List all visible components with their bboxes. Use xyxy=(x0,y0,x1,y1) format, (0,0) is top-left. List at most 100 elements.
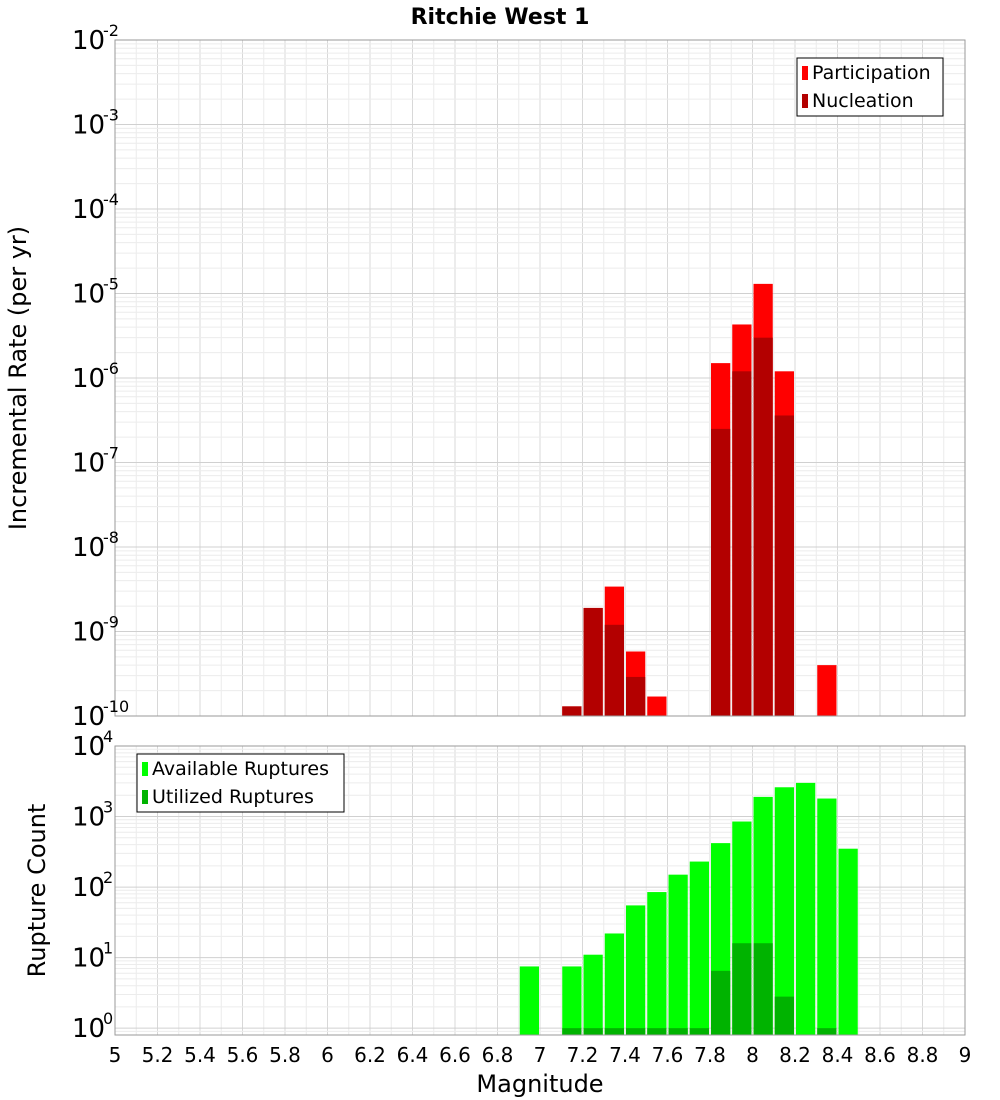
y-tick-exponent: -7 xyxy=(103,444,119,463)
y-tick-exponent: -6 xyxy=(103,359,119,378)
bar-utilized-ruptures xyxy=(647,1028,667,1035)
y-tick-base: 10 xyxy=(72,449,105,479)
y-tick-base: 10 xyxy=(72,1014,105,1044)
x-tick-label: 6 xyxy=(321,1043,334,1067)
x-tick-label: 6.8 xyxy=(482,1043,514,1067)
bar-utilized-ruptures xyxy=(753,943,773,1035)
bar-available-ruptures xyxy=(774,787,794,1035)
legend-swatch xyxy=(802,66,808,80)
bar-nucleation xyxy=(711,428,731,716)
plot-border-0 xyxy=(114,39,966,717)
bar-nucleation xyxy=(774,415,794,716)
legend-swatch xyxy=(142,762,148,776)
bar-utilized-ruptures xyxy=(711,970,731,1035)
x-tick-label: 7.2 xyxy=(567,1043,599,1067)
legend-label: Nucleation xyxy=(812,90,914,112)
y-tick-base: 10 xyxy=(72,618,105,648)
y-tick-exponent: -2 xyxy=(103,21,119,40)
x-axis-label: Magnitude xyxy=(476,1070,603,1098)
y-tick-exponent: -5 xyxy=(103,275,119,294)
bar-nucleation xyxy=(626,676,646,716)
x-tick-label: 7 xyxy=(534,1043,547,1067)
bar-available-ruptures xyxy=(604,933,624,1035)
series-1-1 xyxy=(562,943,837,1035)
bar-available-ruptures xyxy=(668,874,688,1035)
bar-nucleation xyxy=(583,607,603,716)
bar-available-ruptures xyxy=(519,966,539,1035)
legend-label: Available Ruptures xyxy=(152,758,329,780)
y-tick-exponent: 3 xyxy=(103,798,113,817)
legend-box xyxy=(136,753,345,813)
legend-label: Utilized Ruptures xyxy=(152,786,314,808)
y-tick-exponent: -3 xyxy=(103,106,119,125)
bar-utilized-ruptures xyxy=(626,1028,646,1035)
legend-label: Participation xyxy=(812,62,931,84)
bar-nucleation xyxy=(604,624,624,716)
legend-swatch xyxy=(802,94,808,108)
y-axis-label: Rupture Count xyxy=(23,804,51,978)
x-tick-label: 9 xyxy=(959,1043,972,1067)
y-tick-exponent: -8 xyxy=(103,528,119,547)
x-tick-label: 6.4 xyxy=(397,1043,429,1067)
bar-available-ruptures xyxy=(626,905,646,1035)
y-tick-base: 10 xyxy=(72,702,105,732)
x-tick-label: 5.4 xyxy=(184,1043,216,1067)
x-tick-label: 5 xyxy=(109,1043,122,1067)
legend-0: Participation Nucleation xyxy=(796,57,944,117)
y-tick-base: 10 xyxy=(72,533,105,563)
x-tick-label: 7.6 xyxy=(652,1043,684,1067)
x-tick-label: 8.2 xyxy=(779,1043,811,1067)
x-tick-label: 8.6 xyxy=(864,1043,896,1067)
y-tick-exponent: 4 xyxy=(103,727,113,746)
y-tick-base: 10 xyxy=(72,364,105,394)
y-tick-exponent: -10 xyxy=(103,697,129,716)
legend-swatch xyxy=(142,790,148,804)
bar-available-ruptures xyxy=(796,782,816,1035)
bar-available-ruptures xyxy=(689,861,709,1035)
bar-available-ruptures xyxy=(838,848,858,1035)
x-tick-label: 6.2 xyxy=(354,1043,386,1067)
bar-utilized-ruptures xyxy=(732,943,752,1035)
series-0-1 xyxy=(562,337,794,716)
x-tick-label: 8.4 xyxy=(822,1043,854,1067)
bar-utilized-ruptures xyxy=(562,1028,582,1035)
x-tick-label: 5.8 xyxy=(269,1043,301,1067)
legend-1: Available Ruptures Utilized Ruptures xyxy=(136,753,345,813)
y-tick-exponent: 1 xyxy=(103,939,113,958)
y-tick-base: 10 xyxy=(72,803,105,833)
bar-utilized-ruptures xyxy=(583,1028,603,1035)
x-tick-label: 7.4 xyxy=(609,1043,641,1067)
bar-utilized-ruptures xyxy=(774,996,794,1035)
bar-utilized-ruptures xyxy=(668,1028,688,1035)
bar-nucleation xyxy=(562,706,582,716)
x-tick-label: 5.6 xyxy=(227,1043,259,1067)
bar-participation xyxy=(817,665,837,716)
y-tick-base: 10 xyxy=(72,944,105,974)
y-tick-base: 10 xyxy=(72,111,105,141)
x-tick-label: 6.6 xyxy=(439,1043,471,1067)
x-tick-label: 8 xyxy=(746,1043,759,1067)
bar-available-ruptures xyxy=(562,966,582,1035)
bar-available-ruptures xyxy=(583,954,603,1035)
y-tick-base: 10 xyxy=(72,280,105,310)
bar-available-ruptures xyxy=(647,892,667,1035)
y-tick-base: 10 xyxy=(72,26,105,56)
y-tick-base: 10 xyxy=(72,195,105,225)
y-tick-base: 10 xyxy=(72,873,105,903)
y-tick-exponent: 2 xyxy=(103,868,113,887)
bar-utilized-ruptures xyxy=(604,1028,624,1035)
plot-border-1 xyxy=(114,745,966,1036)
bar-nucleation xyxy=(753,337,773,716)
y-tick-exponent: 0 xyxy=(103,1009,113,1028)
grid-0 xyxy=(114,39,966,717)
y-tick-exponent: -9 xyxy=(103,613,119,632)
y-tick-exponent: -4 xyxy=(103,190,119,209)
bar-utilized-ruptures xyxy=(689,1028,709,1035)
y-tick-base: 10 xyxy=(72,732,105,762)
bar-participation xyxy=(647,696,667,716)
legend-box xyxy=(796,57,944,117)
x-tick-label: 5.2 xyxy=(142,1043,174,1067)
y-axis-label: Incremental Rate (per yr) xyxy=(4,226,32,530)
bar-nucleation xyxy=(732,371,752,716)
